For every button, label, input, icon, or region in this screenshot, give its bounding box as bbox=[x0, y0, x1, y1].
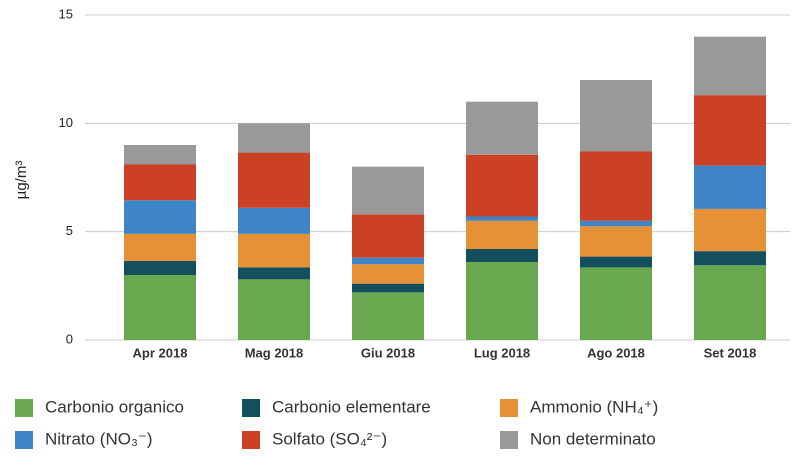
bar-segment bbox=[238, 152, 310, 208]
bar-segment bbox=[466, 249, 538, 262]
bar-segment bbox=[466, 154, 538, 217]
bar-segment bbox=[124, 260, 196, 275]
bar-segment bbox=[238, 279, 310, 340]
legend-label: Ammonio (NH₄⁺) bbox=[530, 397, 658, 416]
legend-label: Solfato (SO₄²⁻) bbox=[272, 429, 387, 448]
legend-swatch bbox=[500, 399, 518, 417]
bar-segment bbox=[352, 166, 424, 215]
legend-swatch bbox=[500, 431, 518, 449]
bar-segment bbox=[124, 233, 196, 261]
bar-segment bbox=[238, 267, 310, 280]
bar-segment bbox=[694, 251, 766, 266]
y-axis-label: µg/m³ bbox=[13, 161, 30, 200]
bar-segment bbox=[694, 36, 766, 96]
bar-segment bbox=[466, 216, 538, 221]
bar-segment bbox=[580, 80, 652, 152]
bar-segment bbox=[466, 101, 538, 155]
bar-segment bbox=[352, 283, 424, 293]
x-tick-label: Ago 2018 bbox=[587, 345, 645, 360]
bar-segment bbox=[124, 275, 196, 340]
bar-segment bbox=[466, 220, 538, 249]
bar-segment bbox=[694, 165, 766, 209]
y-tick-label: 5 bbox=[66, 223, 73, 238]
legend-label: Nitrato (NO₃⁻) bbox=[45, 429, 153, 448]
bar-segment bbox=[124, 164, 196, 201]
legend-swatch bbox=[15, 431, 33, 449]
bar-segment bbox=[694, 265, 766, 340]
bar-segment bbox=[694, 208, 766, 252]
y-tick-label: 15 bbox=[59, 6, 73, 21]
x-tick-label: Lug 2018 bbox=[474, 345, 530, 360]
bar-segment bbox=[580, 226, 652, 257]
legend-label: Carbonio organico bbox=[45, 397, 184, 416]
bar-segment bbox=[238, 123, 310, 153]
legend-label: Carbonio elementare bbox=[272, 397, 431, 416]
bar-segment bbox=[694, 95, 766, 166]
bar-segment bbox=[238, 233, 310, 268]
legend-swatch bbox=[242, 431, 260, 449]
x-tick-label: Giu 2018 bbox=[361, 345, 415, 360]
legend-swatch bbox=[242, 399, 260, 417]
bar-segment bbox=[352, 292, 424, 340]
bar-segment bbox=[238, 207, 310, 234]
x-tick-label: Set 2018 bbox=[704, 345, 757, 360]
bar-segment bbox=[352, 214, 424, 258]
bar-segment bbox=[580, 256, 652, 268]
bar-segment bbox=[466, 262, 538, 340]
bar-segment bbox=[580, 220, 652, 227]
bar-segment bbox=[580, 151, 652, 221]
bar-segment bbox=[124, 145, 196, 165]
x-tick-label: Mag 2018 bbox=[245, 345, 304, 360]
y-tick-label: 0 bbox=[66, 331, 73, 346]
y-tick-label: 10 bbox=[59, 115, 73, 130]
legend-label: Non determinato bbox=[530, 429, 656, 448]
bar-segment bbox=[124, 200, 196, 234]
bar-segment bbox=[352, 264, 424, 284]
legend-swatch bbox=[15, 399, 33, 417]
x-tick-label: Apr 2018 bbox=[133, 345, 188, 360]
bar-segment bbox=[352, 257, 424, 265]
bar-segment bbox=[580, 267, 652, 340]
